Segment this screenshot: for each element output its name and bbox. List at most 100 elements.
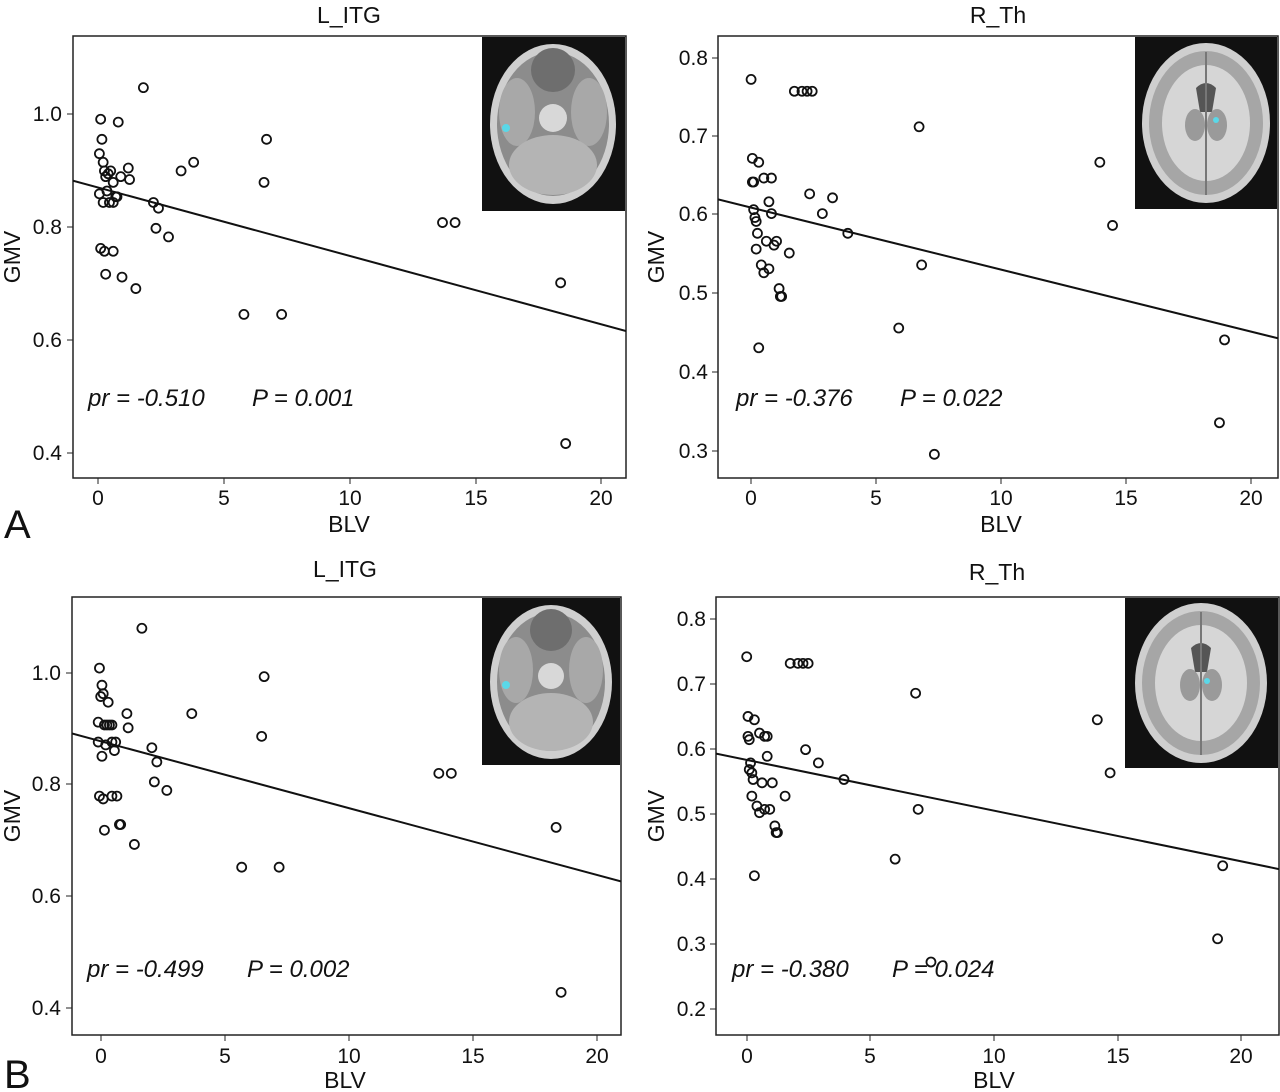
- y-tick-label: 0.7: [677, 673, 706, 696]
- data-point: [128, 839, 140, 850]
- data-point: [104, 197, 115, 208]
- data-point: [816, 208, 828, 219]
- y-tick-label: 0.5: [679, 282, 708, 305]
- x-axis-label: BLV: [980, 511, 1022, 537]
- y-tick-label: 0.8: [33, 216, 62, 239]
- x-tick-label: 15: [1106, 1045, 1129, 1068]
- data-point: [261, 133, 272, 145]
- panel-title: L_ITG: [317, 2, 381, 28]
- x-ticks: 0 5 10 15 20: [92, 478, 613, 510]
- inset-thalamus-right: [1202, 669, 1222, 701]
- data-point: [912, 803, 924, 815]
- data-points: [741, 651, 1229, 968]
- data-point: [107, 176, 119, 188]
- data-point: [827, 192, 838, 204]
- inset-brainstem: [538, 663, 564, 689]
- data-point: [756, 777, 768, 789]
- inset-roi-highlight: [1204, 678, 1210, 684]
- stat-p: P = 0.024: [892, 956, 995, 983]
- data-point: [750, 216, 762, 227]
- brain-inset-temporal: [482, 598, 620, 765]
- data-point: [759, 803, 771, 815]
- stat-pr: pr = -0.499: [86, 956, 204, 983]
- data-point: [741, 651, 753, 663]
- x-tick-label: 0: [92, 487, 104, 510]
- panel-label-a: A: [4, 503, 31, 547]
- data-point: [115, 171, 127, 183]
- inset-temporal-lobe-right: [569, 637, 603, 703]
- data-point: [115, 819, 127, 830]
- inset-temporal-lobe-right: [571, 78, 607, 146]
- data-point: [93, 148, 105, 160]
- data-point: [766, 777, 778, 789]
- data-point: [806, 85, 818, 97]
- data-point: [783, 247, 795, 259]
- data-point: [124, 174, 135, 185]
- data-point: [1217, 860, 1229, 872]
- data-point: [445, 767, 457, 779]
- x-tick-label: 15: [1114, 487, 1137, 510]
- data-point: [748, 714, 760, 726]
- data-points: [93, 82, 572, 449]
- data-point: [766, 208, 777, 219]
- data-point: [1094, 156, 1106, 168]
- data-point: [95, 113, 107, 125]
- stat-pr: pr = -0.380: [731, 956, 849, 983]
- data-point: [116, 271, 128, 283]
- data-point: [550, 821, 562, 833]
- inset-brainstem: [539, 104, 567, 132]
- x-tick-label: 20: [589, 487, 612, 510]
- y-tick-label: 0.8: [677, 608, 706, 631]
- y-ticks: 1.0 0.8 0.6 0.4: [33, 103, 73, 465]
- data-point: [273, 861, 285, 873]
- data-point: [753, 156, 765, 168]
- inset-temporal-lobe-left: [499, 78, 535, 146]
- inset-thalamus-right: [1207, 109, 1227, 141]
- data-point: [1219, 334, 1230, 346]
- data-point: [238, 309, 250, 320]
- data-point: [743, 764, 755, 775]
- brain-inset-thalamus: [1135, 37, 1277, 209]
- x-tick-label: 10: [337, 1045, 360, 1068]
- data-point: [99, 824, 110, 836]
- data-point: [560, 438, 572, 449]
- brain-inset-thalamus: [1125, 598, 1278, 768]
- x-axis-label: BLV: [324, 1067, 366, 1092]
- y-tick-label: 0.4: [33, 442, 63, 465]
- data-point: [925, 956, 937, 968]
- x-tick-label: 5: [870, 487, 882, 510]
- data-point: [1104, 767, 1116, 779]
- data-point: [746, 790, 758, 802]
- data-point: [763, 263, 775, 275]
- data-point: [838, 774, 850, 785]
- data-point: [437, 217, 448, 228]
- data-point: [163, 231, 174, 243]
- data-point: [784, 657, 796, 669]
- data-point: [449, 217, 461, 228]
- data-point: [761, 730, 773, 742]
- y-axis-label: GMV: [643, 789, 669, 842]
- data-point: [137, 82, 149, 94]
- y-ticks: 1.0 0.8 0.6 0.4: [32, 662, 72, 1020]
- brain-inset-temporal: [482, 37, 625, 211]
- data-point: [92, 716, 104, 728]
- inset-roi-highlight: [502, 124, 510, 132]
- y-tick-label: 0.8: [32, 773, 61, 796]
- data-point: [105, 165, 117, 177]
- y-tick-label: 0.8: [679, 47, 708, 70]
- y-axis-label: GMV: [0, 230, 25, 283]
- data-point: [1214, 417, 1225, 429]
- data-point: [555, 986, 567, 998]
- data-point: [745, 757, 756, 769]
- y-axis-label: GMV: [643, 230, 669, 283]
- x-axis-label: BLV: [328, 511, 370, 537]
- data-point: [788, 85, 800, 97]
- data-point: [761, 750, 773, 762]
- y-ticks: 0.8 0.7 0.6 0.5 0.4 0.3 0.2: [677, 608, 716, 1021]
- x-tick-label: 20: [1239, 487, 1262, 510]
- data-point: [111, 790, 123, 802]
- data-point: [804, 188, 816, 200]
- panel-title: L_ITG: [313, 556, 377, 582]
- data-point: [742, 730, 754, 742]
